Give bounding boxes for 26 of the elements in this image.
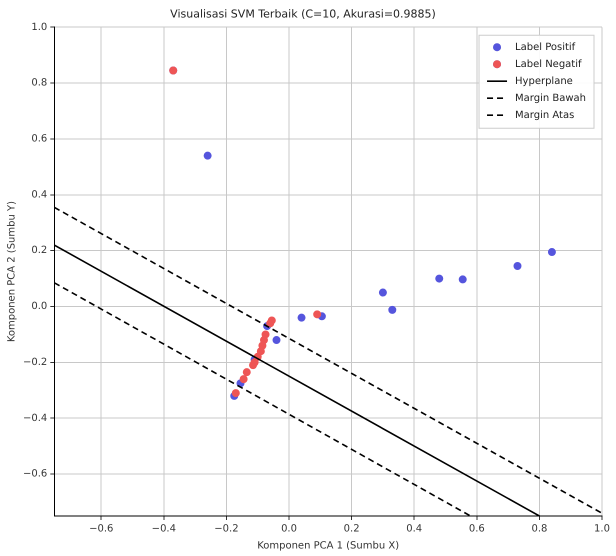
y-axis-title: Komponen PCA 2 (Sumbu Y)	[6, 200, 18, 342]
legend-label: Label Positif	[515, 42, 576, 53]
x-axis-title: Komponen PCA 1 (Sumbu X)	[257, 540, 400, 552]
x-tick-label: 0.0	[281, 524, 297, 535]
x-tick-label: 0.6	[468, 524, 485, 535]
x-tick-label: −0.6	[89, 524, 114, 535]
y-tick-label: −0.2	[22, 356, 48, 368]
legend-label: Hyperplane	[515, 76, 573, 87]
legend-label: Label Negatif	[515, 58, 582, 70]
x-tick-label: −0.2	[214, 524, 239, 535]
y-tick-label: −0.4	[22, 412, 48, 424]
chart-title: Visualisasi SVM Terbaik (C=10, Akurasi=0.9885)	[170, 7, 436, 20]
y-tick-label: 0.4	[31, 189, 48, 200]
y-tick-label: 0.6	[31, 134, 48, 145]
x-tick-label: 0.8	[531, 524, 548, 535]
x-tick-label: 1.0	[594, 524, 610, 535]
y-tick-label: 0.0	[31, 301, 48, 312]
legend-label: Margin Atas	[515, 110, 574, 121]
x-tick-label: 0.2	[344, 524, 360, 535]
x-tick-label: −0.4	[152, 524, 176, 535]
legend-label: Margin Bawah	[515, 92, 586, 104]
y-tick-label: 1.0	[31, 22, 48, 33]
y-tick-label: 0.2	[31, 245, 48, 256]
y-tick-label: −0.6	[22, 468, 48, 480]
x-tick-label: 0.4	[406, 524, 422, 535]
y-tick-label: 0.8	[31, 78, 48, 89]
